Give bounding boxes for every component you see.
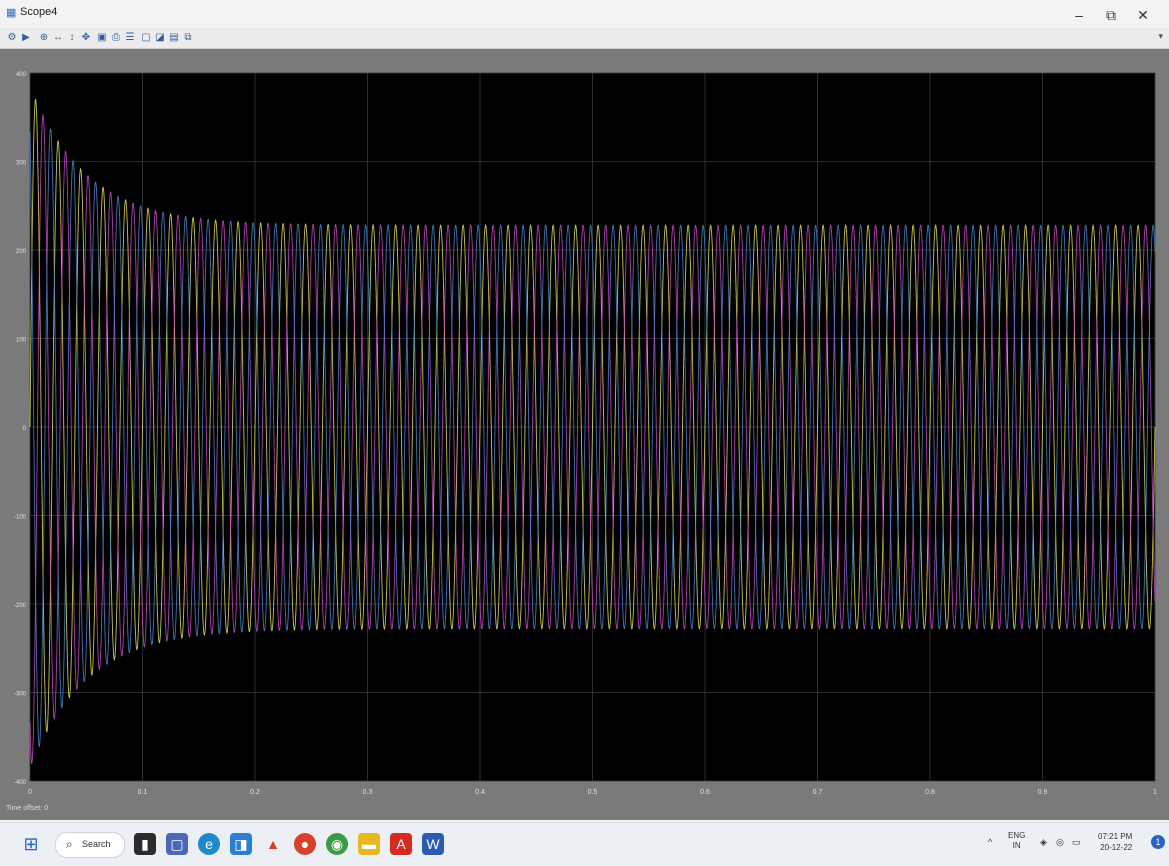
title-bar: ▦ Scope4 – ⧉ ✕: [0, 0, 1169, 28]
y-tick-label: -400: [14, 780, 27, 786]
language-code: ENG: [1008, 831, 1026, 840]
run-icon[interactable]: ▶: [22, 32, 30, 43]
window-title: Scope4: [20, 6, 58, 18]
scope-plot[interactable]: 0 0.1 0.2 0.3 0.4 0.5 0.6 0.7 0.8 0.9 1 400 300 200 10…: [0, 49, 1169, 809]
app-icon[interactable]: ●: [294, 833, 316, 855]
x-tick-label: 0.9: [1038, 789, 1048, 796]
wifi-icon[interactable]: ◈: [1040, 837, 1047, 847]
x-tick-label: 0.3: [363, 789, 373, 796]
search-label: Search: [82, 839, 111, 849]
x-tick-label: 0.2: [250, 789, 260, 796]
language-indicator[interactable]: ENG IN: [1008, 831, 1025, 851]
zoom-x-icon[interactable]: ↔: [53, 32, 63, 43]
x-tick-label: 1: [1153, 789, 1157, 796]
x-tick-label: 0.6: [700, 789, 710, 796]
y-tick-label: 200: [16, 249, 27, 255]
x-tick-label: 0.4: [475, 789, 485, 796]
zoom-y-icon[interactable]: ↕: [69, 32, 75, 43]
series-line-2: [29, 128, 1156, 748]
y-tick-label: 0: [23, 426, 27, 432]
toolbar-more-icon[interactable]: ▾: [1158, 31, 1163, 41]
autoscale-icon[interactable]: ▣: [97, 32, 107, 43]
acrobat-icon[interactable]: A: [390, 833, 412, 855]
time-offset-status: Time offset: 0: [6, 805, 49, 812]
y-tick-label: -300: [14, 692, 27, 698]
x-tick-label: 0.7: [813, 789, 823, 796]
x-tick-label: 0.8: [925, 789, 935, 796]
print-icon[interactable]: ⎙: [112, 32, 120, 43]
y-tick-label: 100: [16, 338, 27, 344]
y-tick-label: 400: [16, 72, 27, 78]
matlab-icon[interactable]: ▲: [266, 836, 280, 852]
settings-icon[interactable]: ⚙: [7, 32, 17, 43]
taskbar: ⊞ ⌕ Search ▮ ▢ e ◨ ▲ ● ◉ ▬ A W ^ ENG IN …: [0, 822, 1169, 866]
clock-date: 20-12-22: [1100, 843, 1133, 852]
cursor-icon[interactable]: ▢: [141, 32, 151, 43]
teams-icon[interactable]: ▢: [166, 833, 188, 855]
series-line-0: [29, 98, 1156, 733]
file-explorer-icon[interactable]: ▬: [358, 833, 380, 855]
search-icon: ⌕: [66, 837, 73, 851]
copy-icon[interactable]: ⧉: [184, 32, 192, 43]
battery-icon[interactable]: ▭: [1072, 837, 1081, 847]
restore-button[interactable]: ⧉: [1106, 7, 1116, 23]
y-tick-label: 300: [16, 161, 27, 167]
x-tick-label: 0.1: [138, 789, 148, 796]
chrome-icon[interactable]: ◉: [326, 833, 348, 855]
y-tick-label: -200: [14, 603, 27, 609]
clock[interactable]: 07:21 PM 20-12-22: [1098, 831, 1132, 853]
params-icon[interactable]: ☰: [125, 32, 135, 43]
y-tick-label: -100: [14, 515, 27, 521]
clock-time: 07:21 PM: [1098, 832, 1133, 841]
search-box[interactable]: ⌕ Search: [55, 832, 125, 858]
minimize-button[interactable]: –: [1075, 7, 1083, 23]
scope-app-icon: ▦: [6, 7, 17, 19]
task-view-icon[interactable]: ▮: [134, 833, 156, 855]
style-icon[interactable]: ◪: [155, 32, 165, 43]
region-code: IN: [1012, 841, 1021, 850]
edge-icon[interactable]: e: [198, 833, 220, 855]
x-tick-label: 0.5: [588, 789, 598, 796]
word-icon[interactable]: W: [422, 833, 444, 855]
chevron-up-icon[interactable]: ^: [988, 837, 993, 847]
scope-toolbar: ⚙ ▶ ⊕ ↔ ↕ ✥ ▣ ⎙ ☰ ▢ ◪ ▤ ⧉ ▾: [0, 28, 1169, 49]
series-line-1: [29, 113, 1156, 765]
x-tick-label: 0: [28, 789, 32, 796]
pan-icon[interactable]: ✥: [81, 32, 91, 43]
notification-badge[interactable]: 1: [1151, 835, 1165, 849]
store-icon[interactable]: ◨: [230, 833, 252, 855]
save-icon[interactable]: ▤: [169, 32, 179, 43]
start-icon[interactable]: ⊞: [23, 834, 39, 854]
close-button[interactable]: ✕: [1137, 7, 1149, 23]
volume-icon[interactable]: ◎: [1056, 837, 1064, 847]
zoom-in-icon[interactable]: ⊕: [39, 32, 49, 43]
